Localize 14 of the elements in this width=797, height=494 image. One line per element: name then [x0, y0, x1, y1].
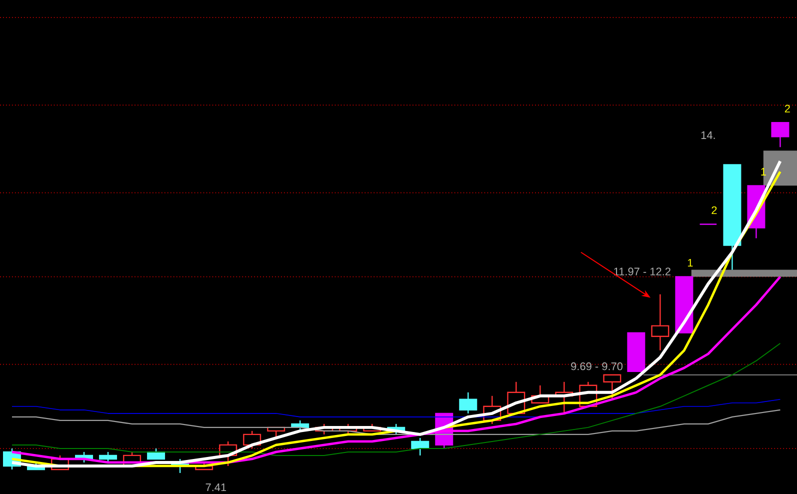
annotation: 14.	[701, 131, 715, 139]
text: 2	[784, 104, 790, 112]
candlestick	[603, 374, 622, 400]
annotation: 11.97 - 12.2	[614, 268, 670, 276]
candlestick	[651, 294, 670, 351]
candlestick	[459, 392, 478, 414]
annotation: 9.69 - 9.70	[571, 362, 623, 370]
annotation: 1	[688, 259, 693, 267]
candlestick	[99, 451, 118, 464]
annotation: 2	[712, 206, 717, 214]
candlestick	[771, 122, 790, 148]
text: 7.41	[206, 484, 226, 492]
annotation: 1	[761, 168, 766, 176]
candlestick	[411, 437, 430, 456]
